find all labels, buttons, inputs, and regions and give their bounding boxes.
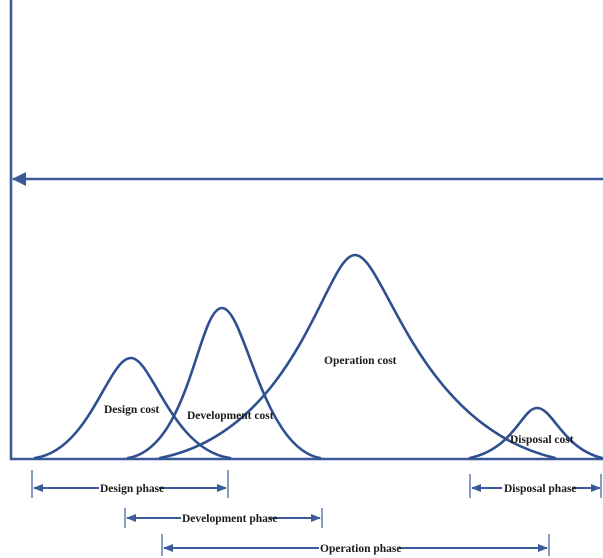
development-cost-curve	[126, 306, 322, 460]
disposal-phase-label-bg	[502, 481, 572, 495]
design-phase-label-bg	[99, 481, 159, 495]
development-phase-label-bg	[181, 511, 269, 525]
operation-phase-label-bg	[319, 541, 399, 555]
operation-cost-curve	[158, 253, 557, 460]
design-cost-curve	[33, 356, 232, 460]
design-phase-label: Design phase	[100, 483, 164, 495]
disposal-cost-label: Disposal cost	[510, 434, 574, 446]
disposal-cost-curve	[468, 406, 603, 460]
development-phase-label: Development phase	[182, 513, 278, 525]
development-cost-label: Development cost	[187, 410, 274, 422]
operation-phase-label: Operation phase	[320, 543, 401, 555]
operation-cost-label: Operation cost	[324, 355, 397, 367]
disposal-phase-label: Disposal phase	[504, 483, 577, 495]
upper-arrow-head	[12, 172, 26, 186]
design-cost-label: Design cost	[104, 404, 159, 416]
